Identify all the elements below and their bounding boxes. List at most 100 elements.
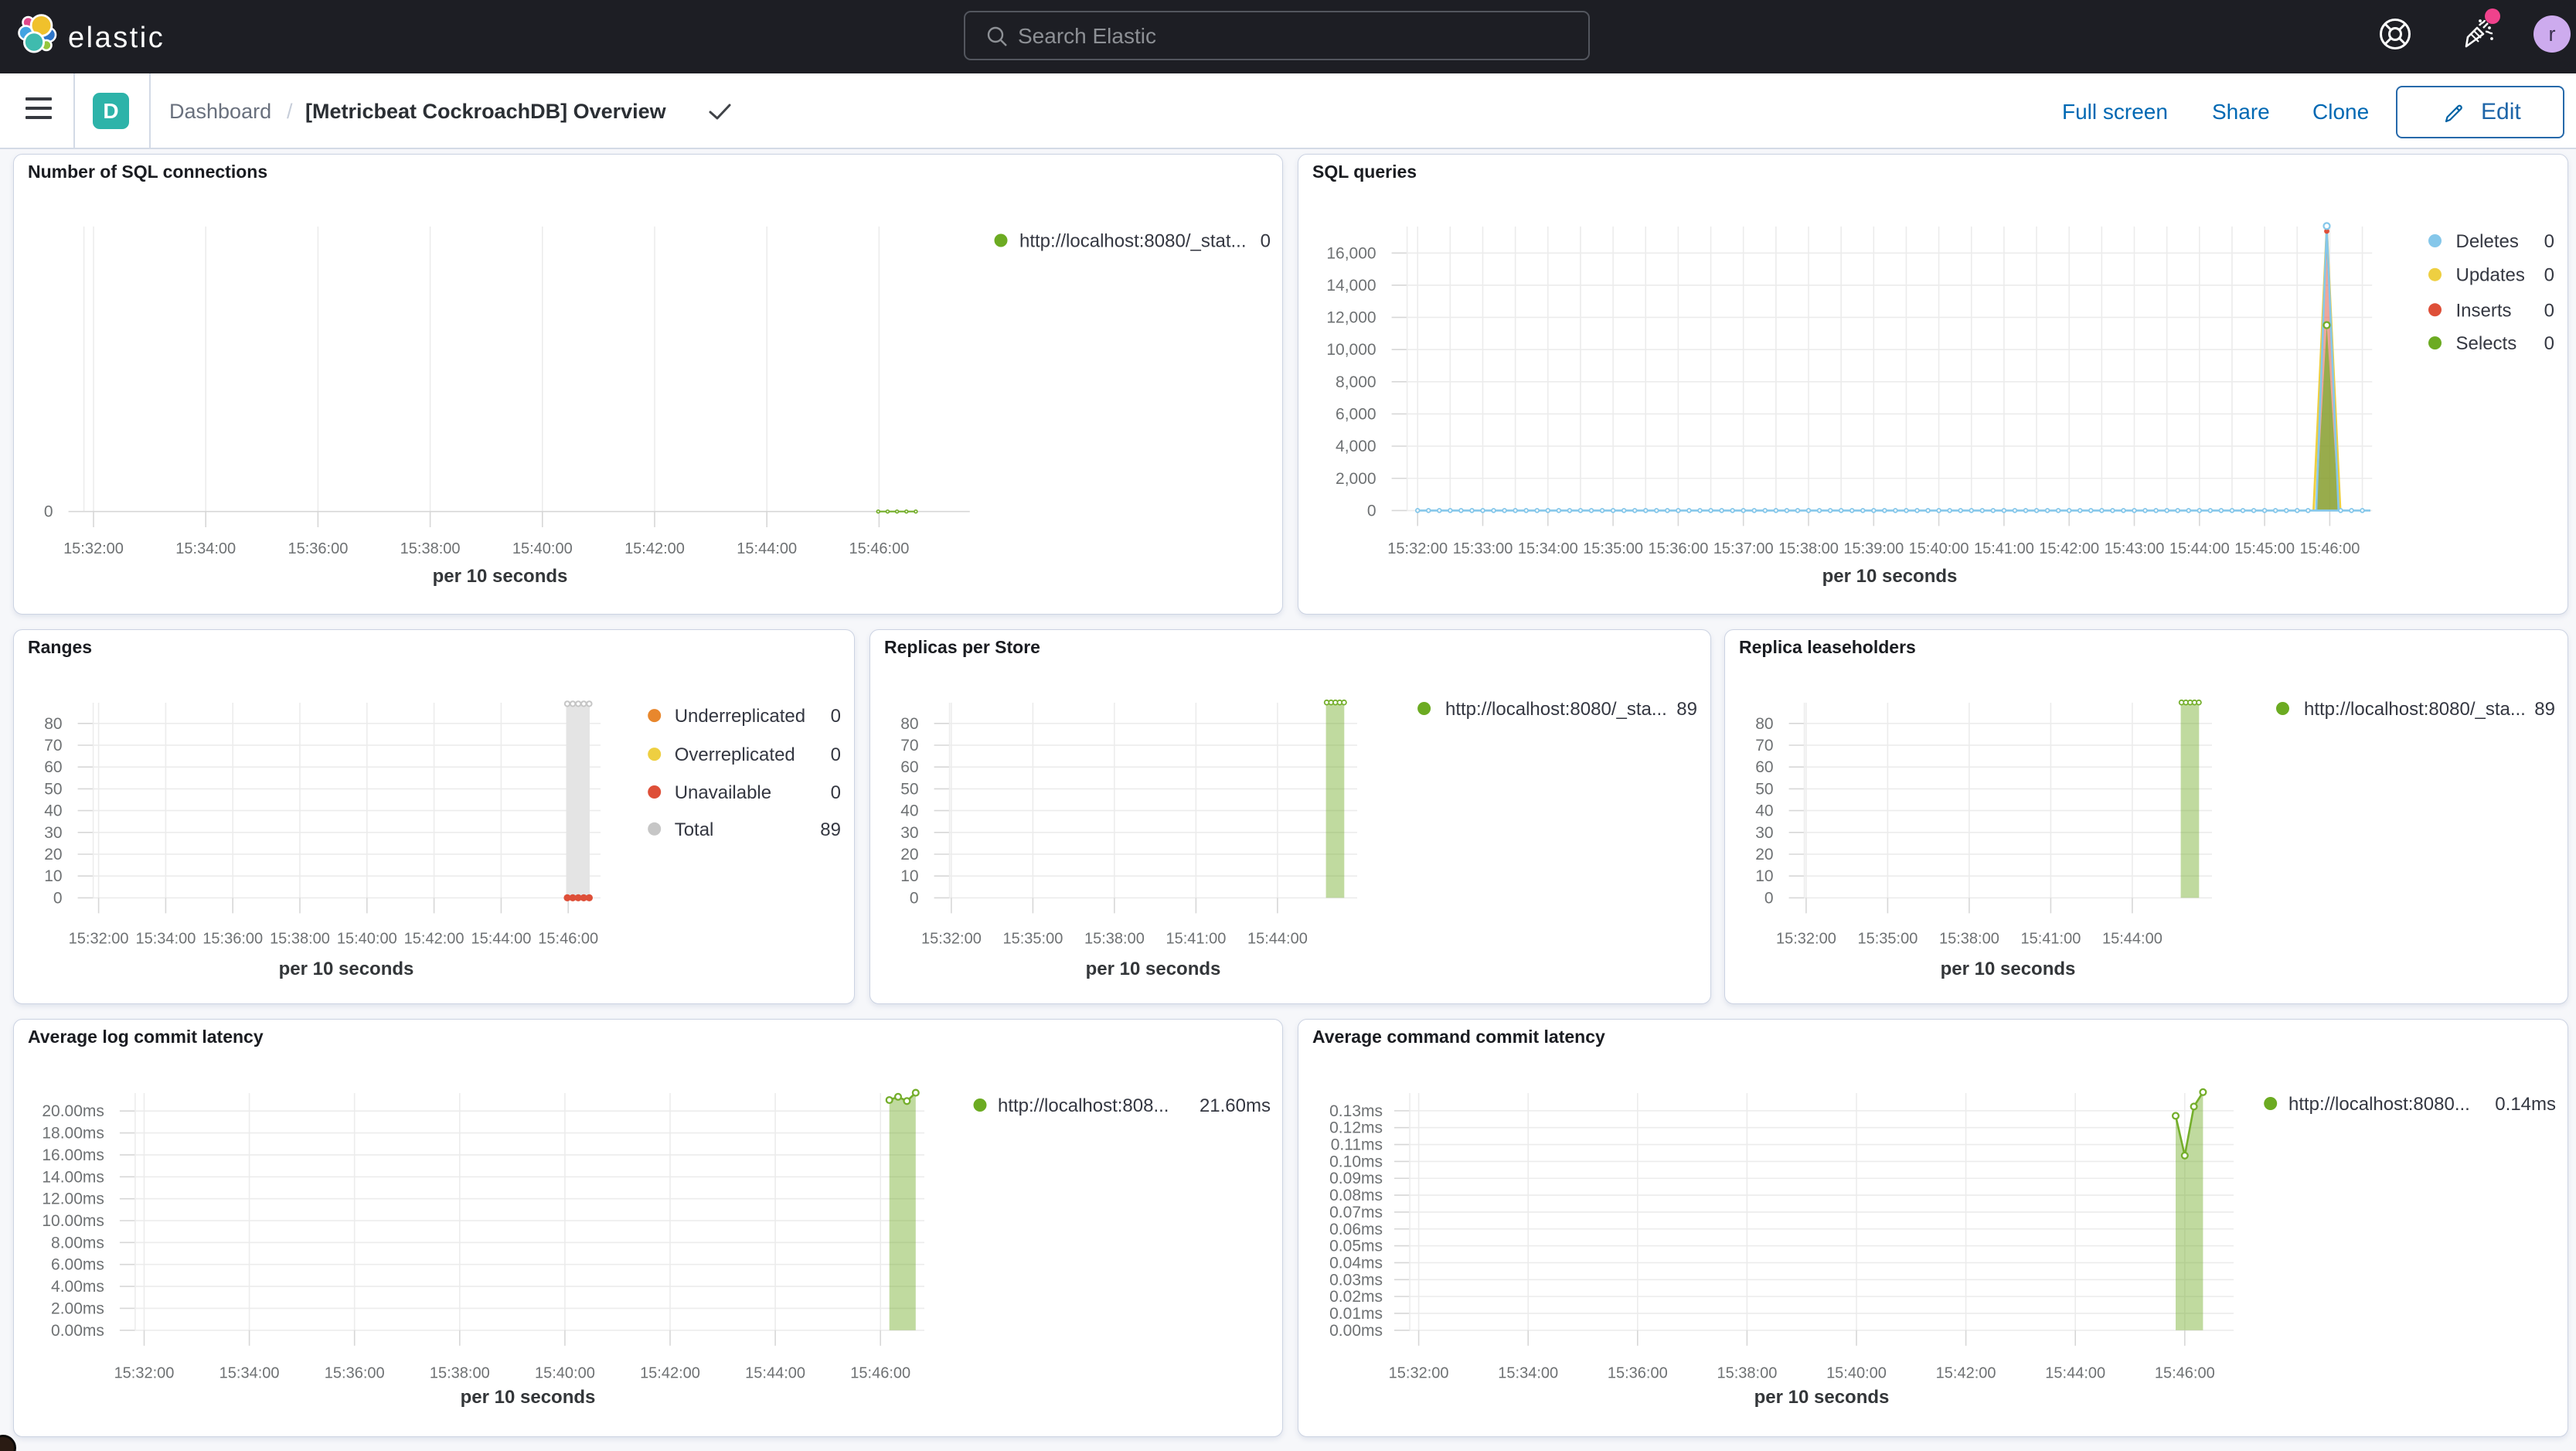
svg-text:2.00ms: 2.00ms	[51, 1299, 104, 1317]
svg-text:0.08ms: 0.08ms	[1329, 1187, 1383, 1204]
svg-text:80: 80	[1755, 715, 1773, 733]
svg-text:0.03ms: 0.03ms	[1329, 1271, 1383, 1289]
svg-text:15:32:00: 15:32:00	[921, 931, 982, 948]
svg-text:15:35:00: 15:35:00	[1002, 931, 1063, 948]
svg-text:15:32:00: 15:32:00	[1387, 540, 1448, 557]
svg-text:70: 70	[900, 737, 918, 754]
svg-text:15:42:00: 15:42:00	[2039, 540, 2099, 557]
svg-text:15:46:00: 15:46:00	[2299, 540, 2360, 557]
svg-text:0: 0	[831, 782, 841, 803]
svg-text:4,000: 4,000	[1336, 438, 1376, 455]
svg-text:15:34:00: 15:34:00	[175, 540, 236, 557]
svg-text:2,000: 2,000	[1336, 470, 1376, 488]
svg-text:10,000: 10,000	[1326, 341, 1376, 359]
svg-text:per 10 seconds: per 10 seconds	[1086, 959, 1221, 979]
svg-text:8.00ms: 8.00ms	[51, 1234, 104, 1252]
svg-text:0.07ms: 0.07ms	[1329, 1204, 1383, 1221]
svg-text:15:32:00: 15:32:00	[69, 931, 129, 948]
svg-text:0.10ms: 0.10ms	[1329, 1153, 1383, 1170]
svg-text:0: 0	[1764, 889, 1774, 907]
svg-text:0: 0	[2544, 231, 2554, 252]
svg-text:per 10 seconds: per 10 seconds	[1754, 1387, 1890, 1408]
svg-text:15:44:00: 15:44:00	[471, 931, 531, 948]
svg-text:Deletes: Deletes	[2456, 231, 2519, 252]
svg-text:0: 0	[831, 744, 841, 765]
svg-text:15:36:00: 15:36:00	[1608, 1365, 1668, 1382]
svg-text:0.13ms: 0.13ms	[1329, 1102, 1383, 1120]
svg-text:10: 10	[1755, 867, 1773, 885]
svg-text:15:46:00: 15:46:00	[2155, 1365, 2215, 1382]
svg-text:15:38:00: 15:38:00	[1939, 931, 1999, 948]
svg-text:15:33:00: 15:33:00	[1453, 540, 1513, 557]
svg-text:per 10 seconds: per 10 seconds	[279, 959, 414, 979]
svg-text:http://localhost:8080/_sta...: http://localhost:8080/_sta...	[2304, 699, 2526, 720]
svg-text:0.06ms: 0.06ms	[1329, 1221, 1383, 1238]
svg-text:15:40:00: 15:40:00	[1826, 1365, 1887, 1382]
svg-text:15:34:00: 15:34:00	[1518, 540, 1578, 557]
svg-text:40: 40	[900, 802, 918, 820]
svg-text:0: 0	[53, 889, 63, 907]
svg-text:70: 70	[1755, 737, 1773, 754]
svg-text:16.00ms: 16.00ms	[42, 1146, 104, 1164]
svg-text:50: 50	[900, 780, 918, 798]
svg-text:15:37:00: 15:37:00	[1713, 540, 1774, 557]
svg-text:15:32:00: 15:32:00	[1389, 1365, 1449, 1382]
svg-text:0.12ms: 0.12ms	[1329, 1119, 1383, 1137]
svg-text:60: 60	[1755, 758, 1773, 776]
svg-text:http://localhost:808...: http://localhost:808...	[998, 1095, 1169, 1116]
svg-text:Total: Total	[675, 819, 714, 840]
svg-text:Selects: Selects	[2456, 333, 2517, 354]
svg-text:89: 89	[820, 819, 841, 840]
svg-text:80: 80	[44, 715, 62, 733]
svg-text:20.00ms: 20.00ms	[42, 1102, 104, 1120]
svg-text:per 10 seconds: per 10 seconds	[1941, 959, 2076, 979]
svg-text:15:46:00: 15:46:00	[538, 931, 598, 948]
svg-text:Unavailable: Unavailable	[675, 782, 771, 803]
svg-text:15:41:00: 15:41:00	[1165, 931, 1226, 948]
svg-text:15:34:00: 15:34:00	[1498, 1365, 1558, 1382]
svg-text:80: 80	[900, 715, 918, 733]
svg-text:70: 70	[44, 737, 62, 754]
svg-text:15:36:00: 15:36:00	[288, 540, 348, 557]
svg-text:40: 40	[1755, 802, 1773, 820]
svg-text:http://localhost:8080/_stat...: http://localhost:8080/_stat...	[1019, 231, 1247, 252]
svg-text:30: 30	[44, 824, 62, 842]
svg-text:15:43:00: 15:43:00	[2105, 540, 2165, 557]
svg-text:0.02ms: 0.02ms	[1329, 1288, 1383, 1306]
svg-text:0: 0	[2544, 265, 2554, 286]
svg-text:15:32:00: 15:32:00	[1776, 931, 1836, 948]
svg-text:6,000: 6,000	[1336, 405, 1376, 423]
svg-text:15:40:00: 15:40:00	[512, 540, 573, 557]
svg-text:15:41:00: 15:41:00	[2020, 931, 2081, 948]
svg-text:15:34:00: 15:34:00	[135, 931, 196, 948]
svg-text:15:32:00: 15:32:00	[114, 1365, 175, 1382]
svg-text:15:44:00: 15:44:00	[2102, 931, 2163, 948]
svg-text:16,000: 16,000	[1326, 244, 1376, 262]
svg-text:15:44:00: 15:44:00	[2045, 1365, 2105, 1382]
svg-text:0.05ms: 0.05ms	[1329, 1238, 1383, 1255]
svg-text:21.60ms: 21.60ms	[1200, 1095, 1271, 1116]
svg-text:14.00ms: 14.00ms	[42, 1168, 104, 1186]
svg-text:Updates: Updates	[2456, 265, 2525, 286]
svg-text:40: 40	[44, 802, 62, 820]
svg-text:89: 89	[1676, 699, 1697, 720]
svg-text:15:38:00: 15:38:00	[400, 540, 461, 557]
svg-text:10.00ms: 10.00ms	[42, 1212, 104, 1230]
svg-text:4.00ms: 4.00ms	[51, 1278, 104, 1296]
svg-text:60: 60	[44, 758, 62, 776]
svg-text:8,000: 8,000	[1336, 373, 1376, 391]
svg-text:per 10 seconds: per 10 seconds	[461, 1387, 596, 1408]
svg-text:0.09ms: 0.09ms	[1329, 1170, 1383, 1187]
svg-text:15:34:00: 15:34:00	[219, 1365, 280, 1382]
svg-text:10: 10	[44, 867, 62, 885]
svg-text:0.00ms: 0.00ms	[51, 1322, 104, 1340]
svg-text:0.00ms: 0.00ms	[1329, 1322, 1383, 1340]
svg-text:http://localhost:8080...: http://localhost:8080...	[2288, 1094, 2470, 1115]
svg-text:0: 0	[831, 706, 841, 727]
svg-text:0.01ms: 0.01ms	[1329, 1305, 1383, 1323]
svg-text:30: 30	[1755, 824, 1773, 842]
svg-text:per 10 seconds: per 10 seconds	[433, 566, 568, 587]
svg-text:20: 20	[44, 846, 62, 863]
svg-text:15:40:00: 15:40:00	[535, 1365, 595, 1382]
svg-text:15:35:00: 15:35:00	[1857, 931, 1918, 948]
